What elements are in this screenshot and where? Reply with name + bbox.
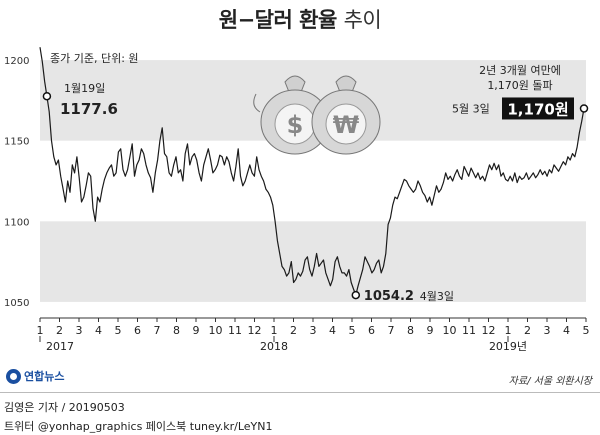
year-label: 2019년 [489, 340, 527, 353]
x-tick-label: 5 [115, 324, 122, 337]
y-tick-label: 1100 [4, 217, 29, 228]
x-tick-label: 7 [388, 324, 395, 337]
annot-jan19-value: 1177.6 [60, 100, 118, 118]
x-tick-label: 2 [56, 324, 63, 337]
coin-face [325, 103, 367, 145]
year-label: 2018 [260, 340, 288, 353]
x-tick-label: 5 [349, 324, 356, 337]
annot-apr3-date: 4월3일 [420, 289, 454, 303]
x-tick-label: 3 [310, 324, 317, 337]
x-tick-label: 6 [134, 324, 141, 337]
annot-may3-box [502, 97, 574, 120]
divider [0, 392, 600, 393]
y-tick-label: 1200 [4, 56, 29, 67]
x-tick-label: 4 [329, 324, 336, 337]
x-tick-label: 9 [193, 324, 200, 337]
won-icon: ₩ [333, 111, 360, 139]
x-tick-label: 11 [462, 324, 476, 337]
logo-text: 연합뉴스 [24, 370, 65, 383]
x-tick-label: 12 [248, 324, 262, 337]
y-tick-label: 1150 [4, 137, 29, 148]
credit-reporter: 김영은 기자 / 20190503 [4, 401, 125, 414]
value-bands [40, 60, 586, 302]
marker-apr3 [351, 290, 361, 300]
x-tick-label: 1 [505, 324, 512, 337]
x-tick-label: 10 [443, 324, 457, 337]
y-tick-label: 1050 [4, 298, 29, 309]
unit-note: 종가 기준, 단위: 원 [50, 52, 139, 65]
dollar-icon: $ [287, 111, 304, 139]
annot-note-line2: 1,170원 돌파 [487, 79, 552, 92]
x-tick-label: 4 [95, 324, 102, 337]
title-main: 원−달러 환율 [218, 8, 338, 32]
series-line [39, 47, 585, 296]
page-title: 원−달러 환율 추이 [0, 4, 600, 34]
x-tick-label: 3 [76, 324, 83, 337]
x-tick-label: 8 [407, 324, 414, 337]
x-tick-label: 12 [482, 324, 496, 337]
x-tick-label: 6 [368, 324, 375, 337]
title-suffix: 추이 [343, 8, 382, 32]
annotations: 1월19일 1177.6 1054.2 4월3일 2년 3개월 여만에 1,170원 돌파… [42, 64, 589, 304]
logo-mark-icon [6, 368, 21, 384]
year-label: 2017 [46, 340, 74, 353]
x-tick-label: 1 [271, 324, 278, 337]
x-tick-label: 3 [544, 324, 551, 337]
source-note: 자료/ 서울 외환시장 [508, 376, 592, 387]
x-tick-label: 10 [209, 324, 223, 337]
x-tick-label: 7 [154, 324, 161, 337]
x-tick-label: 11 [228, 324, 242, 337]
annot-jan19-date: 1월19일 [64, 81, 105, 95]
won-bag: ₩ [311, 75, 381, 155]
x-tick-label: 9 [427, 324, 434, 337]
dollar-bag: $ [260, 75, 330, 155]
annot-note-line1: 2년 3개월 여만에 [479, 64, 561, 77]
x-tick-label: 1 [37, 324, 44, 337]
y-axis: 1050 1100 1150 1200 [4, 56, 29, 309]
band-1 [40, 221, 586, 302]
credit-social: 트위터 @yonhap_graphics 페이스북 tuney.kr/LeYN1 [4, 420, 273, 433]
x-tick-label: 4 [563, 324, 570, 337]
marker-jan19 [42, 91, 52, 101]
string-icon [253, 93, 261, 113]
x-tick-label: 8 [173, 324, 180, 337]
x-tick-label: 5 [583, 324, 590, 337]
yonhap-logo: 연합뉴스 [6, 368, 64, 384]
money-bags-illustration: $ ₩ [253, 75, 381, 155]
marker-may3 [579, 104, 589, 113]
x-tick-label: 2 [524, 324, 531, 337]
annot-apr3-value: 1054.2 [364, 289, 414, 304]
annot-may3-value: 1,170원 [507, 100, 568, 118]
x-tick-label: 2 [290, 324, 297, 337]
annot-may3-date: 5월 3일 [452, 101, 490, 115]
